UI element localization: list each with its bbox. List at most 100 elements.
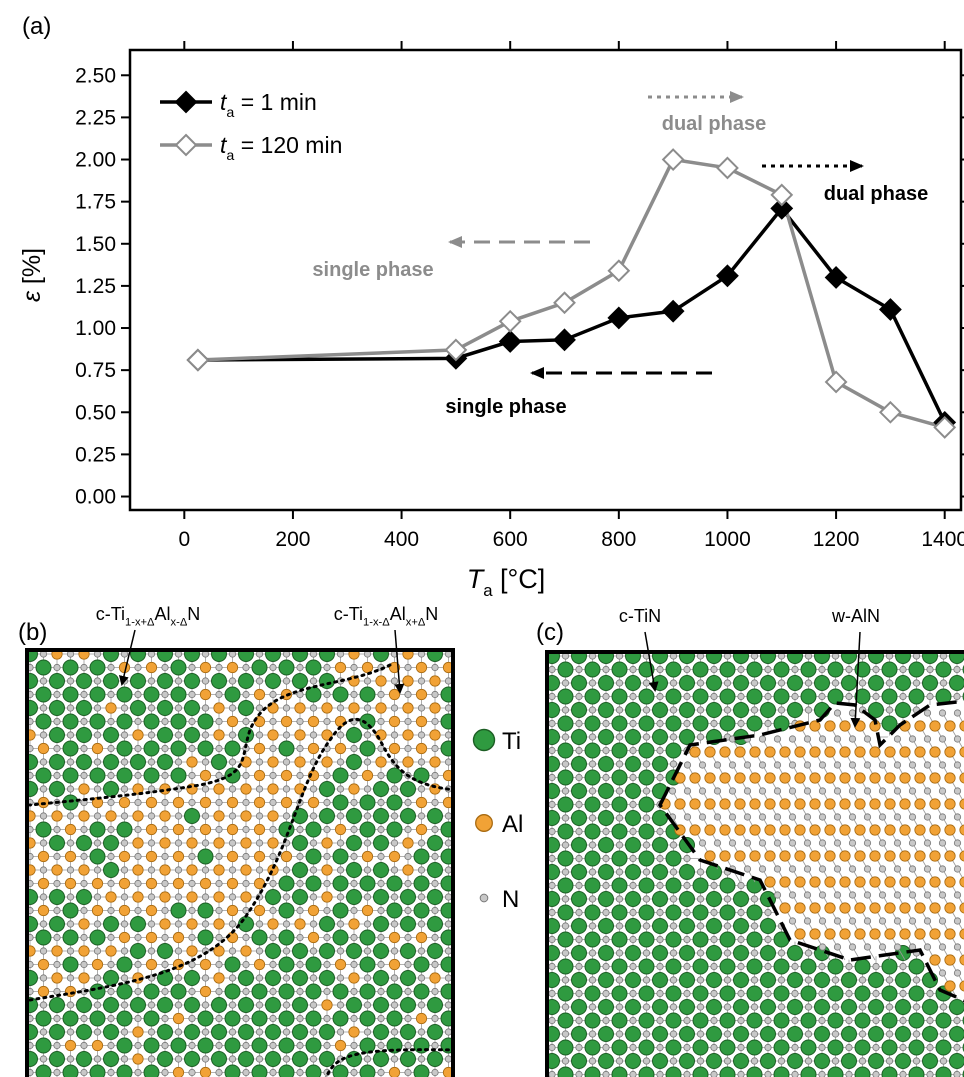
ti-atom	[224, 686, 241, 703]
n-atom	[737, 908, 745, 917]
al-atom	[240, 783, 252, 795]
ti-atom	[413, 1064, 430, 1077]
n-atom	[53, 879, 61, 888]
text-part: t	[220, 89, 228, 115]
n-atom	[377, 879, 385, 888]
ti-atom	[197, 902, 214, 919]
x-tick-label: 1400	[921, 528, 964, 551]
al-atom	[824, 798, 836, 810]
n-atom	[912, 1003, 921, 1011]
ti-atom	[170, 659, 187, 676]
al-atom	[959, 824, 964, 836]
ti-atom	[89, 686, 106, 703]
ti-atom	[611, 742, 628, 759]
n-atom	[147, 839, 156, 847]
n-atom	[323, 933, 331, 942]
n-atom	[588, 814, 597, 822]
al-atom	[719, 798, 731, 810]
n-atom	[908, 839, 917, 847]
n-atom	[696, 706, 705, 714]
al-atom	[321, 756, 333, 768]
ti-atom	[89, 767, 106, 784]
n-atom	[750, 706, 759, 714]
n-atom	[39, 866, 48, 874]
n-atom	[764, 989, 772, 998]
n-atom	[803, 761, 812, 769]
n-atom	[255, 1001, 264, 1009]
al-atom	[132, 864, 144, 876]
n-atom	[350, 933, 358, 942]
al-atom	[944, 850, 956, 862]
n-atom	[53, 933, 61, 942]
n-atom	[350, 1014, 358, 1023]
n-atom	[93, 920, 102, 928]
n-atom	[323, 1041, 331, 1050]
n-atom	[404, 906, 412, 915]
al-atom	[914, 928, 926, 940]
n-atom	[669, 760, 678, 768]
x-tick-label: 600	[493, 528, 528, 551]
n-atom	[723, 1057, 732, 1065]
ti-atom	[611, 688, 628, 705]
ti-atom	[103, 862, 119, 878]
al-atom	[944, 798, 956, 810]
n-atom	[242, 690, 250, 699]
al-atom	[779, 902, 791, 914]
n-atom	[656, 1070, 664, 1077]
pointer-arrow	[119, 629, 136, 686]
n-atom	[750, 1057, 759, 1065]
ti-atom	[598, 729, 614, 745]
y-tick-label: 0.50	[75, 401, 116, 424]
n-atom	[803, 839, 812, 847]
ti-atom	[130, 700, 146, 716]
n-atom	[602, 962, 610, 971]
al-atom	[809, 824, 821, 836]
n-atom	[845, 665, 853, 674]
n-atom	[575, 827, 583, 836]
n-atom	[161, 798, 169, 807]
ti-atom	[35, 713, 52, 730]
n-atom	[602, 692, 610, 701]
n-atom	[548, 908, 556, 917]
n-atom	[174, 677, 183, 685]
n-atom	[548, 800, 556, 809]
n-atom	[363, 812, 372, 820]
ti-atom	[265, 970, 281, 986]
n-atom	[363, 677, 372, 685]
legend-label: N	[502, 886, 519, 913]
n-atom	[296, 879, 304, 888]
al-atom	[388, 715, 401, 728]
ti-atom	[638, 1012, 655, 1029]
ti-atom	[625, 999, 641, 1015]
n-atom	[390, 704, 399, 712]
n-atom	[833, 813, 842, 821]
n-atom	[377, 771, 385, 780]
ti-atom	[25, 754, 38, 770]
n-atom	[878, 891, 887, 899]
ti-atom	[170, 983, 187, 1000]
n-atom	[788, 787, 797, 795]
ti-atom	[800, 958, 817, 975]
al-atom	[854, 798, 866, 810]
n-atom	[602, 800, 610, 809]
ti-atom	[841, 972, 857, 988]
n-atom	[863, 813, 872, 821]
n-atom	[120, 1001, 129, 1009]
n-atom	[818, 989, 826, 998]
n-atom	[737, 692, 745, 701]
n-atom	[893, 787, 902, 795]
al-atom	[388, 850, 401, 863]
n-atom	[404, 879, 412, 888]
ti-atom	[400, 943, 416, 959]
n-atom	[363, 893, 372, 901]
ti-atom	[584, 877, 601, 894]
ti-atom	[895, 702, 911, 718]
n-atom	[336, 974, 345, 982]
n-atom	[444, 1055, 453, 1063]
n-atom	[602, 854, 610, 863]
n-atom	[134, 1041, 142, 1050]
n-atom	[66, 731, 75, 739]
n-atom	[845, 962, 853, 971]
n-atom	[377, 690, 385, 699]
series-line	[197, 205, 947, 424]
